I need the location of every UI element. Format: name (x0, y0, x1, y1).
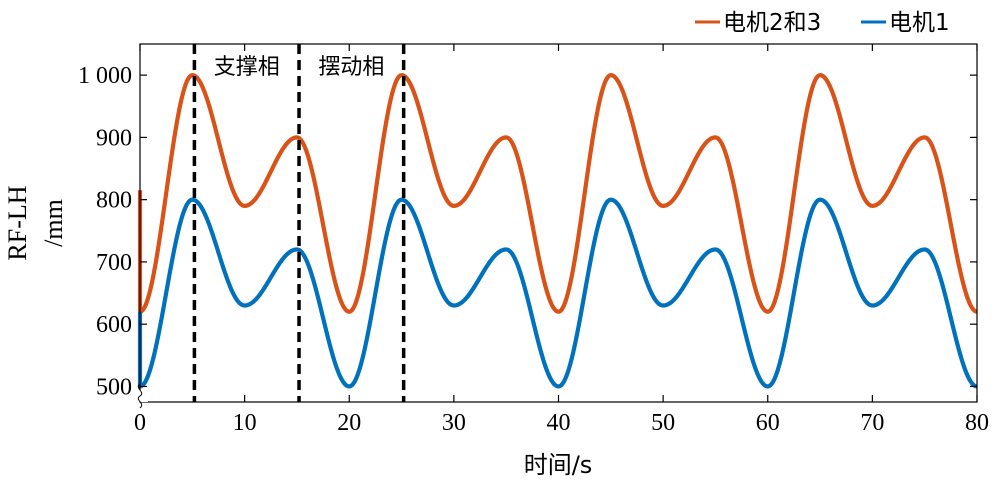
x-tick-label: 80 (965, 410, 989, 436)
phase-label-0: 支撑相 (214, 55, 280, 80)
plot-frame (139, 43, 978, 403)
x-tick-label: 30 (442, 410, 466, 436)
x-tick-label: 60 (756, 410, 780, 436)
axis-break-mark (134, 383, 148, 409)
y-tick-label: 700 (96, 250, 132, 276)
phase-annotations: 支撑相 摆动相 (214, 55, 385, 80)
series-line-1 (137, 197, 978, 389)
series-line-0 (137, 73, 978, 314)
legend-label-series-1: 电机1 (889, 10, 950, 36)
x-tick-label: 50 (651, 410, 675, 436)
x-axis-label: 时间/s (524, 451, 593, 479)
axis-ticks: 0 10 20 30 40 50 60 70 80 500 600 700 800 900 1 000 (78, 44, 989, 436)
x-tick-label: 70 (860, 410, 884, 436)
phase-label-1: 摆动相 (318, 55, 384, 80)
y-axis-label-unit: /mm (39, 199, 68, 247)
phase-dividers (192, 44, 406, 402)
y-axis-label-main: RF-LH (3, 185, 32, 260)
x-tick-label: 0 (134, 410, 146, 436)
x-tick-label: 10 (233, 410, 257, 436)
x-tick-label: 20 (337, 410, 361, 436)
y-tick-label: 900 (96, 125, 132, 151)
legend-label-series-0: 电机2和3 (723, 10, 821, 36)
x-tick-label: 40 (547, 410, 571, 436)
y-tick-label: 800 (96, 188, 132, 214)
y-tick-label: 1 000 (78, 63, 132, 89)
y-tick-label: 600 (96, 312, 132, 338)
series-lines (137, 73, 978, 389)
y-tick-label: 500 (96, 374, 132, 400)
legend: 电机2和3 电机1 (695, 10, 950, 36)
y-axis-label: RF-LH /mm (3, 185, 68, 260)
